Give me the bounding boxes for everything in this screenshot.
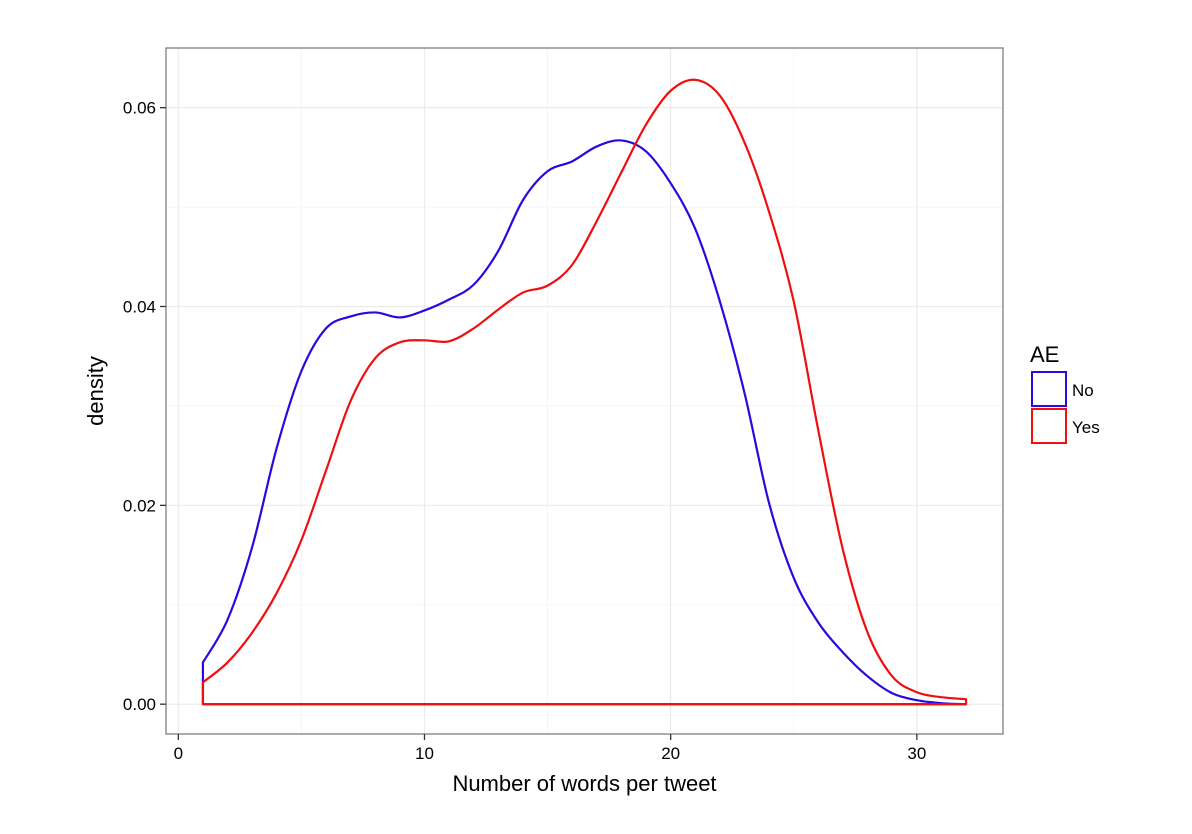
y-axis: 0.00 0.02 0.04 0.06 [123, 99, 166, 714]
legend: AE No Yes [1030, 342, 1100, 444]
y-axis-title: density [83, 356, 108, 426]
density-curve-yes [201, 78, 968, 706]
plot-border [165, 47, 1004, 735]
series-layer [201, 78, 968, 706]
y-tick-label-1: 0.02 [123, 496, 156, 515]
x-tick-label-2: 20 [661, 744, 680, 763]
legend-label-no: No [1072, 381, 1094, 400]
x-tick-label-3: 30 [907, 744, 926, 763]
legend-title: AE [1030, 342, 1059, 367]
x-axis: 0 10 20 30 [174, 734, 926, 763]
y-tick-label-3: 0.06 [123, 99, 156, 118]
x-tick-label-0: 0 [174, 744, 183, 763]
plot-panel [166, 48, 1003, 734]
x-axis-title: Number of words per tweet [452, 771, 716, 796]
y-tick-label-0: 0.00 [123, 695, 156, 714]
y-tick-label-2: 0.04 [123, 297, 156, 316]
legend-label-yes: Yes [1072, 418, 1100, 437]
density-curve-no [201, 139, 968, 706]
x-tick-label-1: 10 [415, 744, 434, 763]
legend-key-yes [1031, 408, 1067, 444]
legend-key-no [1031, 371, 1067, 407]
